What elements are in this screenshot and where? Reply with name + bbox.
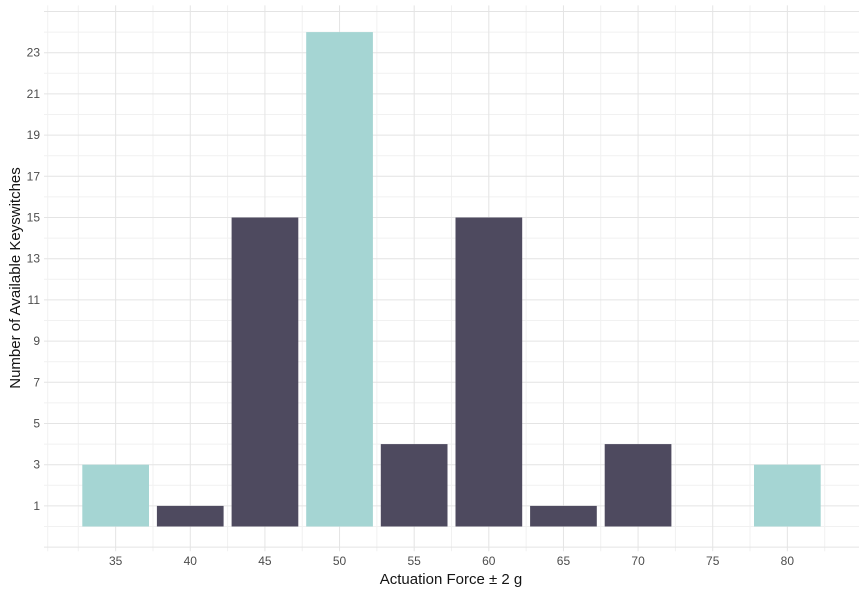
bar-55 <box>380 444 448 527</box>
bar-45 <box>231 217 299 527</box>
y-tick-label-11: 11 <box>28 293 41 307</box>
x-tick-label-35: 35 <box>109 554 123 568</box>
y-tick-label-13: 13 <box>27 252 41 266</box>
y-tick-label-7: 7 <box>33 375 40 389</box>
y-tick-label-5: 5 <box>33 417 40 431</box>
bar-60 <box>455 217 523 527</box>
x-tick-label-65: 65 <box>557 554 571 568</box>
histogram-bars <box>82 32 821 527</box>
y-tick-label-21: 21 <box>27 87 41 101</box>
y-tick-label-17: 17 <box>27 169 41 183</box>
bar-65 <box>530 505 597 527</box>
bar-40 <box>156 505 224 527</box>
x-tick-label-45: 45 <box>258 554 272 568</box>
y-tick-label-9: 9 <box>33 334 40 348</box>
bar-50 <box>306 32 373 527</box>
x-axis-title: Actuation Force ± 2 g <box>380 571 522 588</box>
x-tick-label-80: 80 <box>781 554 795 568</box>
bar-70 <box>604 444 672 527</box>
x-tick-label-60: 60 <box>482 554 496 568</box>
x-tick-label-40: 40 <box>184 554 198 568</box>
y-axis-title: Number of Available Keyswitches <box>7 167 24 389</box>
x-tick-label-50: 50 <box>333 554 347 568</box>
x-tick-label-70: 70 <box>631 554 645 568</box>
bar-35 <box>82 464 149 527</box>
bar-80 <box>754 464 821 527</box>
y-tick-label-1: 1 <box>33 499 40 513</box>
y-tick-label-15: 15 <box>27 211 41 225</box>
y-tick-label-19: 19 <box>27 128 41 142</box>
x-tick-label-75: 75 <box>706 554 720 568</box>
x-tick-label-55: 55 <box>408 554 422 568</box>
x-axis-tick-labels: 35 40 45 50 55 60 65 70 75 80 <box>109 554 794 568</box>
y-tick-label-3: 3 <box>33 458 40 472</box>
minor-gridlines <box>44 5 859 552</box>
y-tick-label-23: 23 <box>27 46 41 60</box>
